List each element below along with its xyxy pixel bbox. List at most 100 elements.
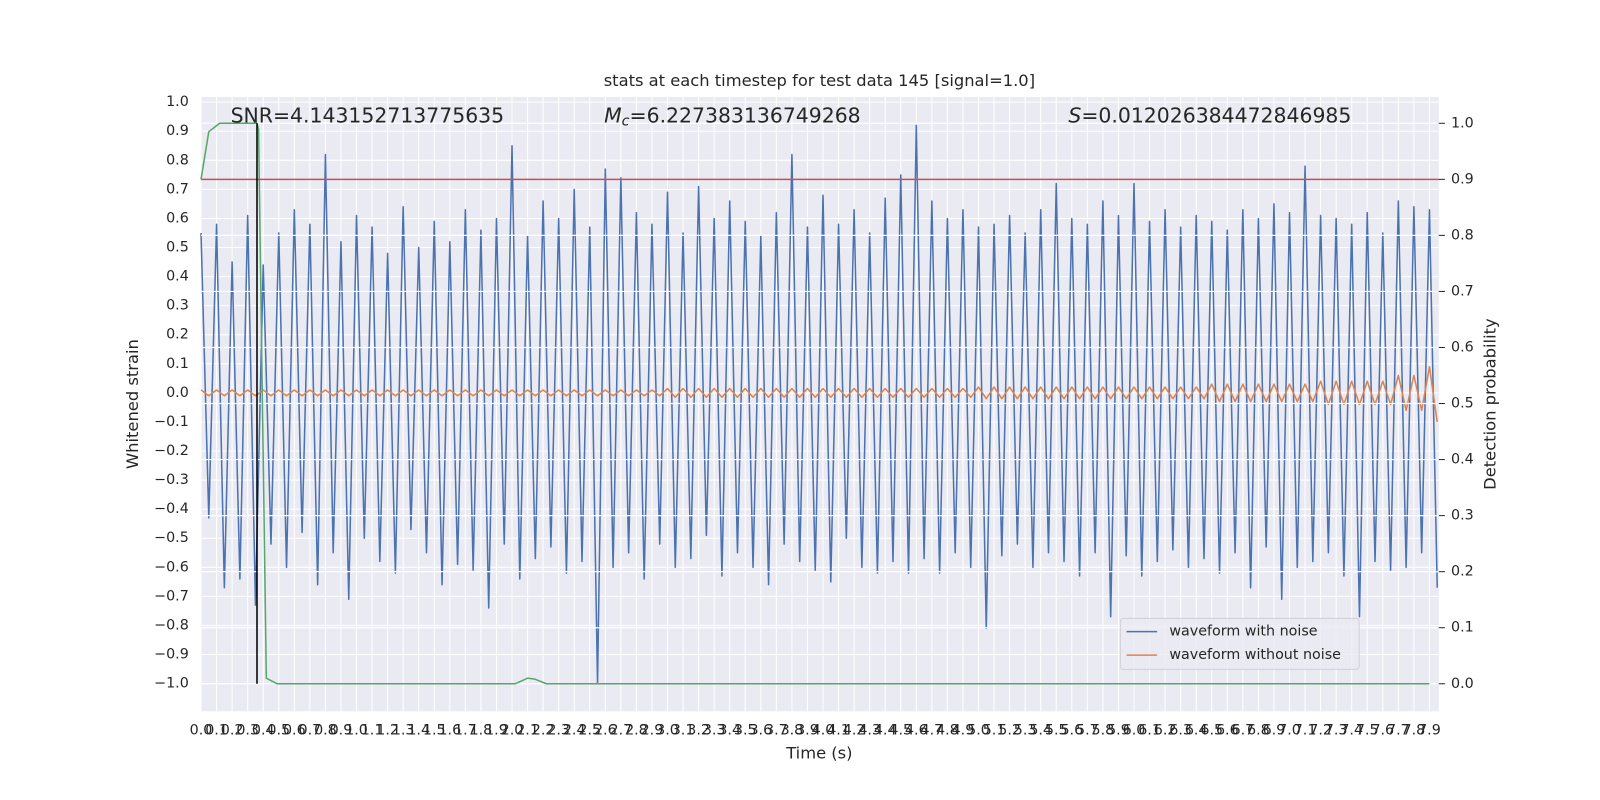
annotation-subscript: c xyxy=(622,113,630,129)
x-tick-label: 0.3 xyxy=(236,723,259,739)
annotation: SNR=4.143152713775635 xyxy=(231,103,505,127)
series-line xyxy=(200,365,1438,423)
x-tick-label: 2.7 xyxy=(610,723,633,739)
x-tick-label: 2.4 xyxy=(563,723,586,739)
series-line xyxy=(200,122,1430,685)
x-tick-label: 0.0 xyxy=(190,723,213,739)
legend-label: waveform with noise xyxy=(1169,624,1317,640)
x-tick-label: 6.7 xyxy=(1232,723,1255,739)
x-tick-label: 7.8 xyxy=(1403,723,1426,739)
x-tick-label: 1.0 xyxy=(345,723,368,739)
x-tick-label: 0.8 xyxy=(314,723,337,739)
x-tick-label: 1.1 xyxy=(361,723,384,739)
y-tick-label: 1.0 xyxy=(166,94,189,110)
y2-tick-label: 0.8 xyxy=(1451,227,1474,243)
annotation-value: =6.227383136749268 xyxy=(630,103,861,127)
x-tick-label: 6.6 xyxy=(1216,723,1239,739)
x-tick-label: 4.0 xyxy=(812,723,835,739)
y2-tick-label: 0.5 xyxy=(1451,396,1474,412)
x-tick-label: 3.6 xyxy=(749,723,772,739)
x-tick-label: 5.7 xyxy=(1076,723,1099,739)
y-tick-label: −0.9 xyxy=(154,647,189,663)
x-tick-label: 2.5 xyxy=(578,723,601,739)
x-tick-label: 2.8 xyxy=(625,723,648,739)
chart-title: stats at each timestep for test data 145… xyxy=(604,71,1035,90)
annotation-value: =0.012026384472846985 xyxy=(1081,103,1351,127)
x-tick-label: 3.5 xyxy=(734,723,757,739)
x-tick-label: 1.8 xyxy=(470,723,493,739)
x-tick-label: 0.6 xyxy=(283,723,306,739)
x-tick-label: 0.2 xyxy=(221,723,244,739)
y-tick-label: −0.7 xyxy=(154,588,189,604)
y-tick-label: 0.4 xyxy=(166,269,189,285)
y-tick-label: 0.3 xyxy=(166,298,189,314)
x-tick-label: 3.7 xyxy=(765,723,788,739)
y2-tick-label: 0.6 xyxy=(1451,339,1474,355)
legend-box xyxy=(1119,617,1360,670)
x-tick-label: 2.2 xyxy=(532,723,555,739)
y-tick-label: 0.9 xyxy=(166,123,189,139)
y2-tick-label: 0.9 xyxy=(1451,171,1474,187)
x-tick-label: 1.2 xyxy=(376,723,399,739)
x-tick-label: 4.5 xyxy=(889,723,912,739)
x-tick-label: 1.5 xyxy=(423,723,446,739)
annotation: Mc=6.227383136749268 xyxy=(604,103,861,129)
x-tick-label: 3.0 xyxy=(656,723,679,739)
x-tick-label: 5.8 xyxy=(1092,723,1115,739)
x-tick-label: 7.3 xyxy=(1325,723,1348,739)
y-tick-label: 0.8 xyxy=(166,152,189,168)
y2-tick-label: 0.1 xyxy=(1451,620,1474,636)
x-tick-label: 4.6 xyxy=(905,723,928,739)
y2-tick-label: 0.2 xyxy=(1451,564,1474,580)
x-tick-label: 1.6 xyxy=(438,723,461,739)
y-tick-label: −0.4 xyxy=(154,501,189,517)
x-tick-label: 6.8 xyxy=(1247,723,1270,739)
y-tick-label: 0.6 xyxy=(166,210,189,226)
y2-tick-label: 0.3 xyxy=(1451,508,1474,524)
x-tick-label: 4.2 xyxy=(843,723,866,739)
x-tick-label: 2.9 xyxy=(641,723,664,739)
y-tick-label: 0.7 xyxy=(166,181,189,197)
x-tick-label: 2.0 xyxy=(501,723,524,739)
x-tick-label: 5.4 xyxy=(1029,723,1052,739)
y2-tick-label: 1.0 xyxy=(1451,115,1474,131)
x-tick-label: 5.1 xyxy=(983,723,1006,739)
x-tick-label: 5.6 xyxy=(1060,723,1083,739)
x-tick-label: 7.6 xyxy=(1371,723,1394,739)
x-tick-label: 7.2 xyxy=(1309,723,1332,739)
x-tick-label: 0.5 xyxy=(267,723,290,739)
y-tick-label: −0.6 xyxy=(154,559,189,575)
y-tick-label: 0.1 xyxy=(166,356,189,372)
y-tick-label: −0.3 xyxy=(154,472,189,488)
x-tick-label: 4.4 xyxy=(874,723,897,739)
x-tick-label: 7.4 xyxy=(1340,723,1363,739)
y-tick-label: −0.2 xyxy=(154,443,189,459)
y-tick-label: 0.0 xyxy=(166,385,189,401)
x-tick-label: 3.3 xyxy=(703,723,726,739)
x-tick-label: 4.1 xyxy=(827,723,850,739)
x-axis-label: Time (s) xyxy=(785,744,852,763)
x-tick-label: 6.0 xyxy=(1123,723,1146,739)
x-tick-label: 4.7 xyxy=(921,723,944,739)
x-tick-label: 0.4 xyxy=(252,723,275,739)
y-tick-label: 0.2 xyxy=(166,327,189,343)
y2-axis-label: Detection probability xyxy=(1480,318,1499,490)
x-tick-label: 6.5 xyxy=(1200,723,1223,739)
x-tick-label: 4.9 xyxy=(952,723,975,739)
x-tick-label: 1.3 xyxy=(392,723,415,739)
annotation-symbol: S xyxy=(1068,103,1081,127)
x-tick-label: 7.1 xyxy=(1294,723,1317,739)
x-tick-label: 2.3 xyxy=(547,723,570,739)
x-tick-label: 2.6 xyxy=(594,723,617,739)
upper-layer xyxy=(200,122,1439,685)
x-tick-label: 5.0 xyxy=(967,723,990,739)
y-tick-label: 0.5 xyxy=(166,240,189,256)
y-tick-label: −0.5 xyxy=(154,530,189,546)
x-tick-label: 5.5 xyxy=(1045,723,1068,739)
x-tick-label: 4.8 xyxy=(936,723,959,739)
x-tick-label: 5.2 xyxy=(998,723,1021,739)
x-tick-label: 4.3 xyxy=(858,723,881,739)
legend: waveform with noise waveform without nois… xyxy=(1119,617,1360,670)
x-tick-label: 6.1 xyxy=(1138,723,1161,739)
